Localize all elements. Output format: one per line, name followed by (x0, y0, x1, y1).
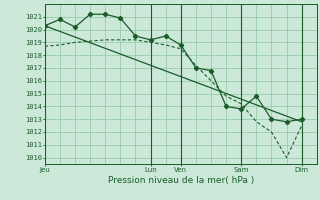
X-axis label: Pression niveau de la mer( hPa ): Pression niveau de la mer( hPa ) (108, 176, 254, 185)
